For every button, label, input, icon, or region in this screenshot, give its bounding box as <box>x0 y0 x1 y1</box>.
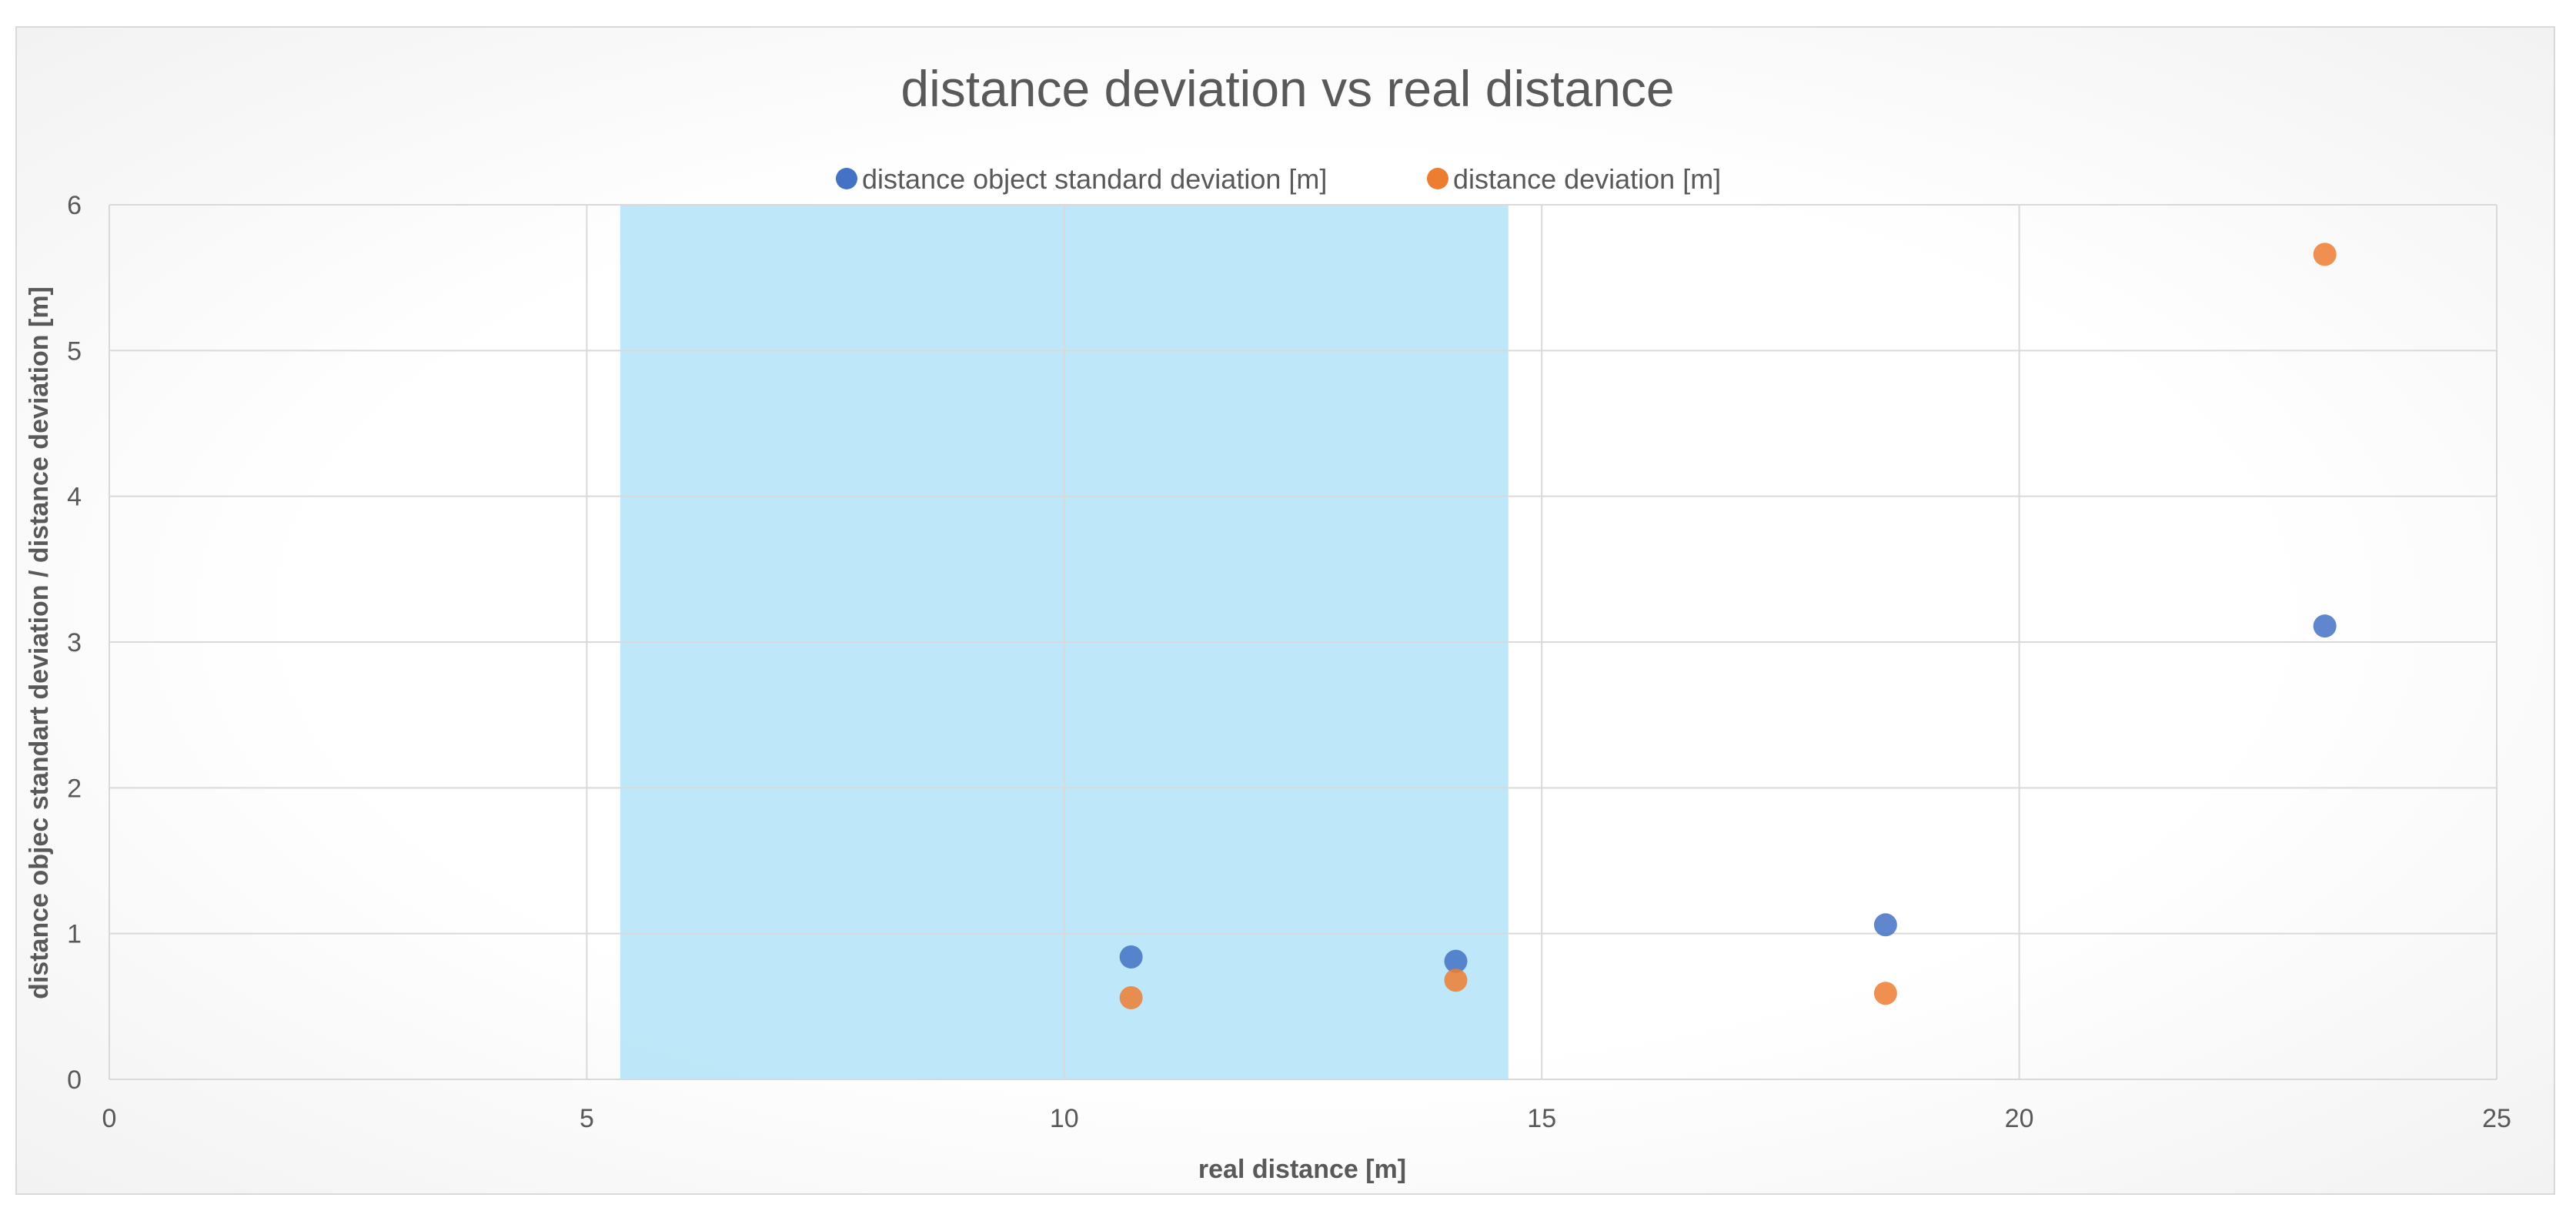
x-tick-label: 15 <box>1527 1104 1556 1133</box>
axis-layer: 0 1 2 3 4 5 6 0 5 10 15 20 25 <box>67 191 2511 1133</box>
legend-label-1: distance object standard deviation [m] <box>862 163 1327 195</box>
series-2-point <box>1873 982 1897 1005</box>
y-tick-label: 2 <box>67 774 82 803</box>
y-tick-label: 6 <box>67 191 82 220</box>
x-tick-label: 10 <box>1050 1104 1079 1133</box>
legend-marker-1 <box>836 168 857 189</box>
legend-label-2: distance deviation [m] <box>1453 163 1721 195</box>
legend: distance object standard deviation [m] di… <box>836 163 1721 195</box>
gridlines <box>109 204 2497 1080</box>
legend-marker-2 <box>1427 168 1448 189</box>
x-tick-label: 5 <box>580 1104 594 1133</box>
x-tick-label: 25 <box>2482 1104 2511 1133</box>
y-axis-title: distance objec standart deviation / dist… <box>25 286 54 999</box>
series-1-point <box>1444 949 1468 973</box>
x-tick-label: 20 <box>2005 1104 2034 1133</box>
y-tick-label: 1 <box>67 920 82 949</box>
y-tick-label: 4 <box>67 483 82 512</box>
data-points <box>1119 243 2337 1009</box>
x-axis-title: real distance [m] <box>1198 1155 1406 1184</box>
series-2-point <box>1444 968 1468 992</box>
y-tick-label: 3 <box>67 628 82 657</box>
y-tick-label: 0 <box>67 1065 82 1095</box>
series-2-point <box>1119 985 1143 1009</box>
series-1-point <box>1119 945 1143 968</box>
y-tick-label: 5 <box>67 336 82 366</box>
series-1-point <box>2313 614 2337 638</box>
series-2-point <box>2313 243 2337 266</box>
series-1-point <box>1873 913 1897 937</box>
chart-title: distance deviation vs real distance <box>900 60 1674 117</box>
x-tick-label: 0 <box>102 1104 117 1133</box>
